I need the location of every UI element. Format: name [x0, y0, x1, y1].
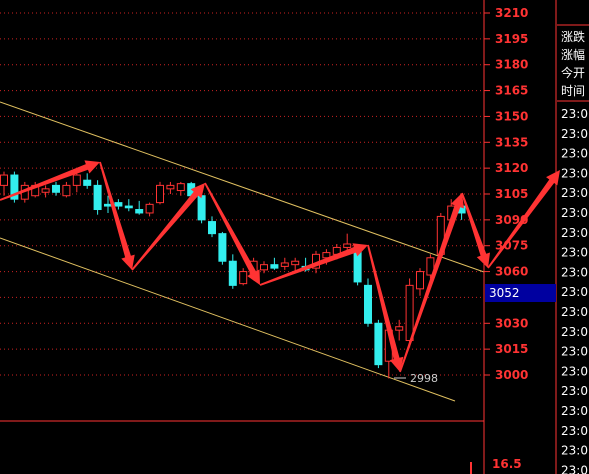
- candle-body: [72, 174, 81, 186]
- time-entry: 23:0: [561, 305, 588, 319]
- time-entry: 23:0: [561, 285, 588, 299]
- time-entry: 23:0: [561, 246, 588, 260]
- candle-body: [104, 203, 112, 207]
- trend-arrow: [99, 161, 135, 270]
- candles: [0, 171, 466, 379]
- candle-body: [260, 264, 268, 271]
- trend-arrow: [399, 193, 465, 373]
- candle-body: [228, 260, 237, 286]
- y-tick-label: 3120: [495, 161, 528, 175]
- candle-body: [405, 284, 414, 342]
- candle-body: [280, 262, 289, 267]
- candle-body: [124, 205, 133, 209]
- lower-panel-bar: [470, 462, 472, 474]
- y-tick-label: 3015: [495, 342, 528, 356]
- candle-body: [10, 174, 19, 200]
- candle-body: [93, 184, 102, 211]
- candle-body: [218, 233, 227, 262]
- candle-body: [135, 209, 144, 214]
- candle-body: [197, 195, 206, 221]
- y-tick-label: 3135: [495, 135, 528, 149]
- channel-upper-line: [0, 101, 485, 273]
- trend-arrow: [131, 183, 205, 271]
- side-label-time: 时间: [561, 84, 585, 98]
- trend-arrow: [204, 182, 260, 285]
- current-price-label: 3052: [489, 286, 520, 300]
- time-entry: 23:0: [561, 364, 588, 378]
- channel-lower-line: [0, 237, 456, 402]
- candle-body: [239, 271, 248, 285]
- time-entry: 23:0: [561, 107, 588, 121]
- y-tick-label: 3075: [495, 239, 528, 253]
- time-entry: 23:0: [561, 166, 588, 180]
- candle-body: [41, 188, 50, 193]
- y-tick-label: 3195: [495, 32, 528, 46]
- y-tick-label: 3150: [495, 109, 528, 123]
- candle-body: [395, 326, 404, 331]
- time-entry: 23:0: [561, 444, 588, 458]
- time-entry: 23:0: [561, 384, 588, 398]
- trend-arrow: [259, 243, 368, 286]
- candle-body: [270, 264, 279, 269]
- side-label-change: 涨跌: [561, 29, 585, 44]
- candle-body: [322, 252, 331, 259]
- y-tick-label: 3060: [495, 265, 528, 279]
- trend-arrow: [487, 170, 560, 269]
- candle-body: [166, 184, 175, 190]
- lower-panel-value: 16.5: [492, 457, 522, 471]
- candle-body: [52, 184, 60, 193]
- candle-body: [374, 322, 383, 366]
- time-entry: 23:0: [561, 127, 588, 141]
- candle-body: [83, 179, 92, 186]
- y-tick-label: 3030: [495, 316, 528, 330]
- y-axis-ticks: 3210 3195 3180 3165 3150 3135 3120 3105 3090 3075…: [484, 6, 528, 382]
- candle-body: [176, 183, 185, 192]
- candle-body: [426, 257, 435, 276]
- y-tick-label: 3165: [495, 84, 528, 98]
- side-panel: 涨跌 涨幅 今开 时间 23:0 23:0 23:0 23:0 23:0 23:0 23:0…: [557, 24, 589, 474]
- time-entry: 23:0: [561, 404, 588, 418]
- candle-body: [0, 174, 8, 186]
- trend-channel: [0, 101, 485, 402]
- time-entry: 23:0: [561, 226, 588, 240]
- current-price-box: [485, 284, 556, 302]
- low-price-label: 2998: [410, 372, 438, 385]
- y-tick-label: 3090: [495, 213, 528, 227]
- candle-body: [114, 202, 123, 207]
- time-entry: 23:0: [561, 463, 588, 474]
- y-tick-label: 3105: [495, 187, 528, 201]
- time-entry: 23:0: [561, 325, 588, 339]
- time-entry: 23:0: [561, 345, 588, 359]
- candle-body: [416, 271, 424, 290]
- candle-body: [145, 203, 154, 214]
- time-entry: 23:0: [561, 186, 588, 200]
- time-entry: 23:0: [561, 265, 588, 279]
- side-label-open: 今开: [561, 65, 585, 80]
- y-tick-label: 3000: [495, 368, 528, 382]
- candle-body: [156, 184, 164, 204]
- candle-body: [62, 184, 71, 197]
- time-entry: 23:0: [561, 424, 588, 438]
- y-tick-label: 3210: [495, 6, 528, 20]
- candle-body: [343, 243, 352, 248]
- trend-arrows: [0, 160, 560, 373]
- y-tick-label: 3180: [495, 58, 528, 72]
- trend-arrow: [461, 192, 491, 268]
- candle-body: [208, 221, 216, 235]
- candle-body: [364, 284, 372, 324]
- candle-body: [291, 260, 300, 266]
- time-entry: 23:0: [561, 147, 588, 161]
- trend-arrow: [367, 244, 404, 372]
- trend-arrow: [0, 160, 100, 201]
- time-entry: 23:0: [561, 206, 588, 220]
- side-label-percent: 涨幅: [561, 47, 585, 62]
